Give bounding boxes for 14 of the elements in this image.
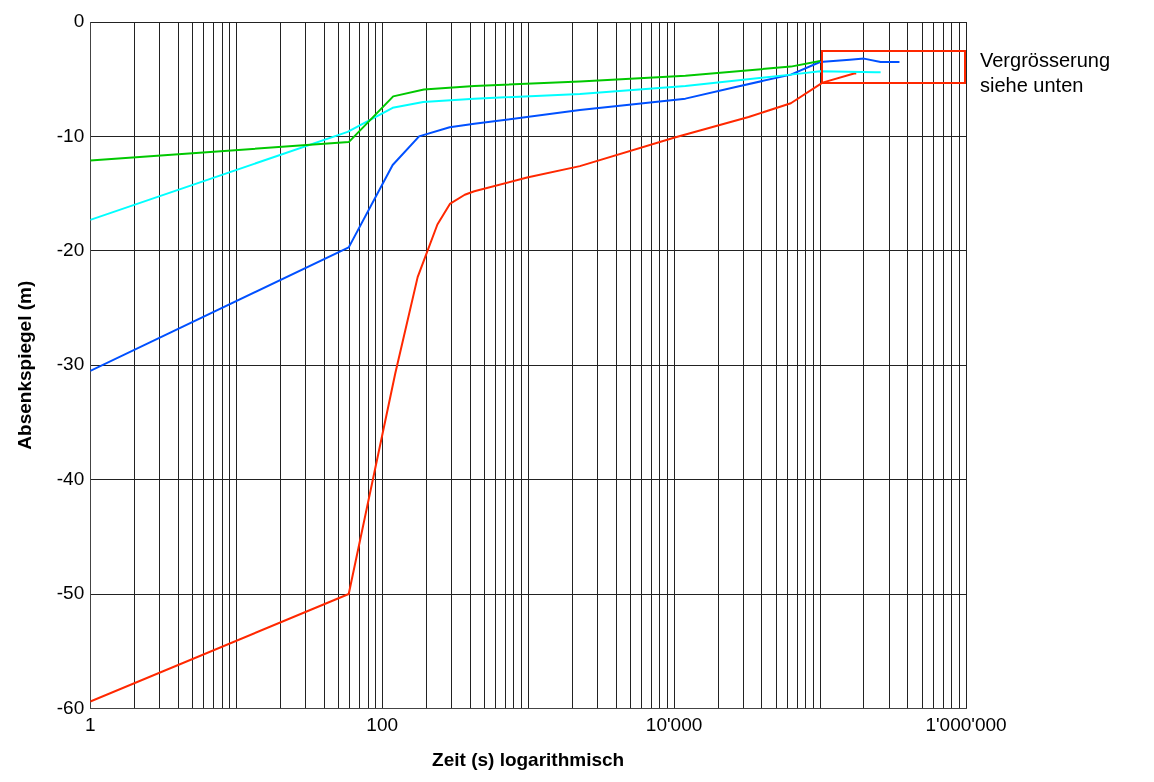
x-tick-label: 1	[84, 714, 96, 736]
x-tick-label: 1'000'000	[925, 714, 1007, 736]
x-axis-title: Zeit (s) logarithmisch	[432, 748, 625, 770]
y-tick-label: -60	[56, 696, 85, 718]
y-axis-title: Absenkspiegel (m)	[13, 280, 35, 450]
y-tick-label: -40	[56, 467, 85, 489]
y-tick-label: 0	[73, 10, 85, 32]
x-tick-label: 10'000	[645, 714, 703, 736]
y-tick-label: -50	[56, 582, 85, 604]
text: Vergrösserung siehe unten	[980, 48, 1112, 98]
y-tick-label: -30	[56, 353, 85, 375]
y-tick-label: -20	[56, 239, 85, 261]
y-tick-label: -10	[56, 124, 85, 146]
x-tick-label: 100	[366, 714, 399, 736]
